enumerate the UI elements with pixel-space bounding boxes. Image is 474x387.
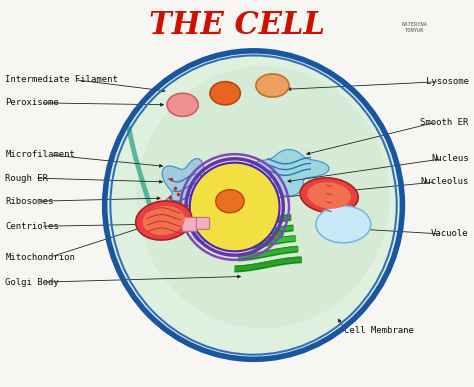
Text: Lysosome: Lysosome xyxy=(426,77,469,86)
Text: Rough ER: Rough ER xyxy=(5,174,48,183)
Ellipse shape xyxy=(268,236,277,243)
Ellipse shape xyxy=(307,182,351,209)
Ellipse shape xyxy=(216,190,244,213)
Text: Peroxisome: Peroxisome xyxy=(5,98,59,107)
Ellipse shape xyxy=(167,93,198,116)
Text: Smooth ER: Smooth ER xyxy=(420,118,469,127)
Ellipse shape xyxy=(256,74,289,97)
Ellipse shape xyxy=(105,51,402,359)
Text: Ribosomes: Ribosomes xyxy=(5,197,54,206)
Text: THE CELL: THE CELL xyxy=(149,10,325,41)
Text: Microfilament: Microfilament xyxy=(5,151,75,159)
Text: Centrioles: Centrioles xyxy=(5,222,59,231)
Text: Cell Membrane: Cell Membrane xyxy=(344,326,414,335)
Text: Intermediate Filament: Intermediate Filament xyxy=(5,75,118,84)
Ellipse shape xyxy=(276,231,283,237)
FancyBboxPatch shape xyxy=(196,217,210,229)
Polygon shape xyxy=(249,149,329,196)
Ellipse shape xyxy=(210,82,240,105)
Ellipse shape xyxy=(143,206,185,235)
Text: KATERYNA
TONYUK: KATERYNA TONYUK xyxy=(401,22,427,33)
FancyBboxPatch shape xyxy=(182,217,197,231)
Ellipse shape xyxy=(261,231,267,237)
Ellipse shape xyxy=(300,178,358,213)
Ellipse shape xyxy=(316,206,371,243)
Ellipse shape xyxy=(190,163,280,251)
Text: Nucleolus: Nucleolus xyxy=(420,177,469,187)
Ellipse shape xyxy=(136,201,192,240)
Text: Golgi Body: Golgi Body xyxy=(5,278,59,287)
Ellipse shape xyxy=(137,66,390,329)
Text: Mitochondrion: Mitochondrion xyxy=(5,253,75,262)
Polygon shape xyxy=(155,159,228,242)
Ellipse shape xyxy=(256,238,263,245)
Text: Nucleus: Nucleus xyxy=(431,154,469,163)
Text: Vacuole: Vacuole xyxy=(431,229,469,238)
